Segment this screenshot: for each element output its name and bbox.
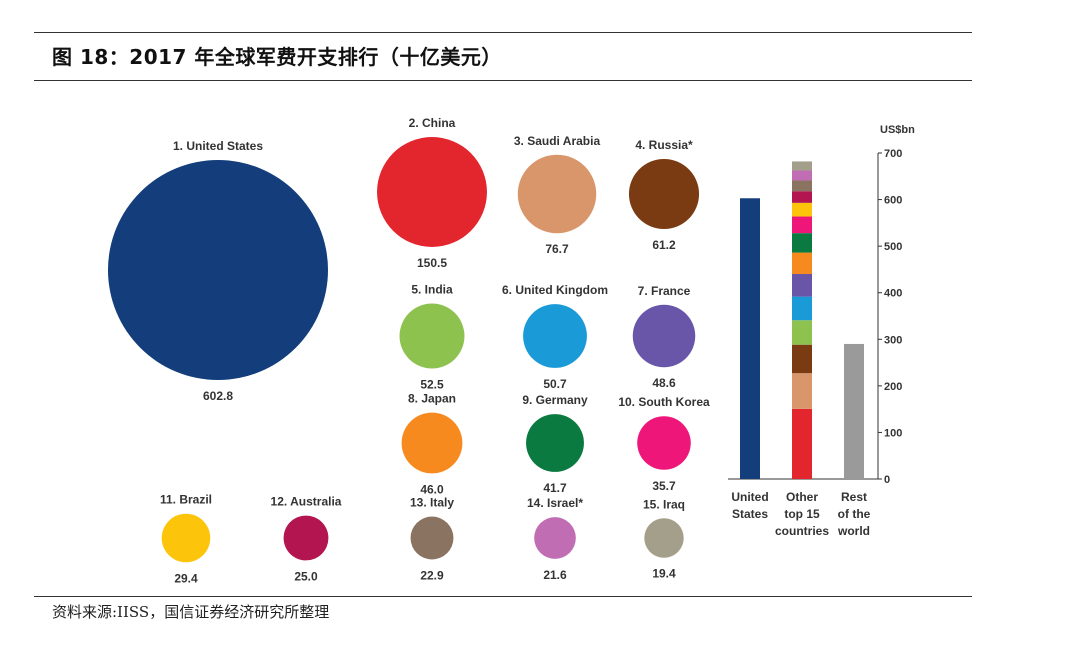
bar-segment-3 [792,373,812,409]
bar-segment-9 [792,233,812,253]
bubble-12 [283,515,329,561]
bubble-label-7: 7. France [638,284,691,298]
bubble-label-6: 6. United Kingdom [502,283,608,297]
bubble-14 [534,517,576,559]
bubble-chart: 1. United States 602.8 2. China 150.5 3. Sau… [108,116,710,585]
bubble-label-2: 2. China [409,116,456,130]
bubble-15 [644,518,684,558]
y-tick-label: 400 [884,288,902,300]
bar-segment-13 [792,180,812,192]
y-tick-label: 0 [884,474,890,486]
bar-segment-8 [792,252,812,274]
bubble-1 [108,160,328,380]
bubble-value-6: 50.7 [543,377,567,391]
bubble-value-11: 29.4 [174,571,198,585]
bubble-3 [517,154,597,234]
bubble-value-8: 46.0 [420,482,444,496]
y-tick-label: 300 [884,334,902,346]
bar-segment-10 [792,216,812,234]
bubble-label-4: 4. Russia* [635,138,693,152]
stacked-bar-chart: US$bn 0 100 200 300 400 500 600 700 United StatesO… [728,124,915,538]
bubble-4 [628,158,700,230]
bubble-value-4: 61.2 [652,238,676,252]
y-tick-label: 100 [884,427,902,439]
bar-segment-11 [792,202,812,217]
bubble-value-2: 150.5 [417,256,447,270]
bubble-2 [377,137,487,247]
bubble-label-13: 13. Italy [410,496,454,510]
bubble-value-15: 19.4 [652,567,676,581]
bubble-label-10: 10. South Korea [618,395,710,409]
bubble-9 [526,414,584,472]
bubble-value-13: 22.9 [420,568,444,582]
source-note: 资料来源:IISS，国信证券经济研究所整理 [52,603,330,621]
bar-segment-5 [792,320,812,345]
bubble-value-7: 48.6 [652,376,676,390]
bubble-6 [523,304,587,368]
bar-rest-of-world [844,343,864,479]
bubble-value-10: 35.7 [652,479,676,493]
x-category-label: Rest of the world [837,490,871,538]
bubble-label-15: 15. Iraq [643,497,685,511]
bubble-label-14: 14. Israel* [527,496,583,510]
bubble-7 [632,304,696,368]
bubble-5 [399,303,465,369]
bubble-label-3: 3. Saudi Arabia [514,134,601,148]
bar-segment-12 [792,191,812,203]
bubble-value-12: 25.0 [294,569,318,583]
y-tick-label: 500 [884,241,902,253]
bubble-value-1: 602.8 [203,389,233,403]
bubble-label-8: 8. Japan [408,392,456,406]
bubble-label-1: 1. United States [173,139,263,153]
bubble-label-5: 5. India [411,283,453,297]
bubble-8 [401,412,463,474]
bubble-value-14: 21.6 [543,568,567,582]
bubble-label-9: 9. Germany [522,393,588,407]
bar-segment-6 [792,296,812,321]
y-tick-label: 200 [884,381,902,393]
bubble-value-9: 41.7 [543,481,567,495]
bar-segment-15 [792,161,812,171]
bubble-value-3: 76.7 [545,242,569,256]
y-axis-unit: US$bn [880,124,915,136]
bar-segment-7 [792,273,812,297]
bubble-label-12: 12. Australia [271,495,342,509]
chart-title: 图 18：2017 年全球军费开支排行（十亿美元） [52,45,502,69]
y-tick-label: 600 [884,195,902,207]
bar-united-states [740,198,760,479]
bubble-value-5: 52.5 [420,377,444,391]
y-tick-label: 700 [884,148,902,160]
bar-segment-2 [792,408,812,479]
bubble-10 [637,416,691,470]
x-category-label: Other top 15 countries [775,490,829,538]
bubble-13 [410,516,454,560]
bubble-11 [161,513,211,563]
x-category-label: United States [731,490,768,521]
bar-segment-4 [792,344,812,374]
bubble-label-11: 11. Brazil [160,493,212,507]
chart-area: 1. United States 602.8 2. China 150.5 3. Sau… [108,116,915,585]
bar-segment-14 [792,170,812,181]
